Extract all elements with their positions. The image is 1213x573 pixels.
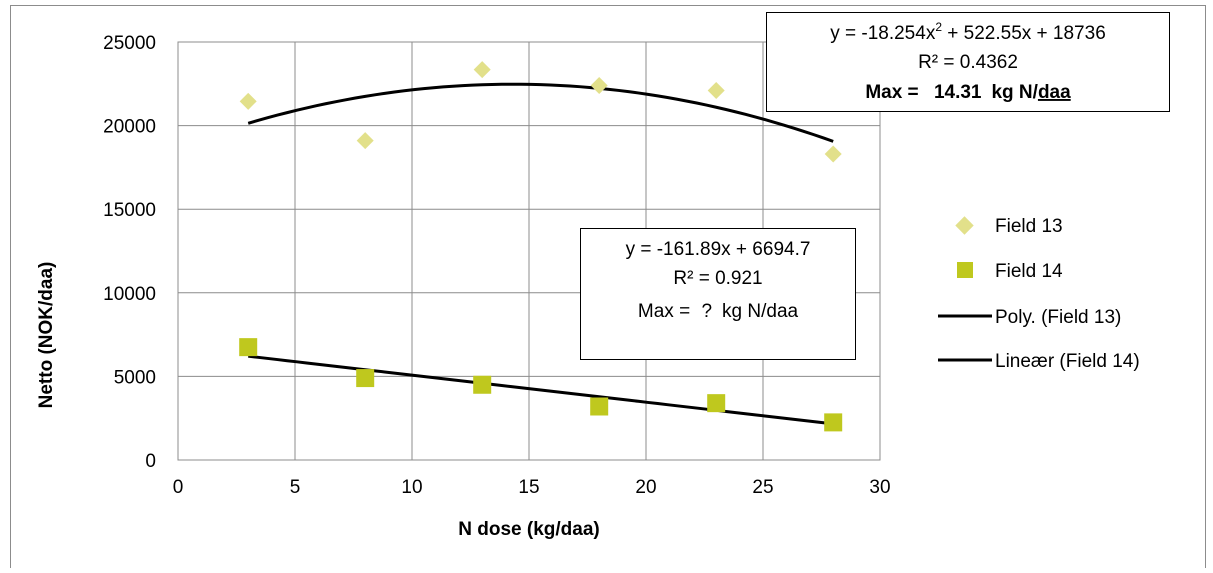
y-tick-label: 20000 — [103, 117, 156, 138]
y-tick-label: 10000 — [103, 284, 156, 305]
legend-label-poly-field13: Poly. (Field 13) — [995, 307, 1121, 328]
field13-equation-prefix: y = -18.254x — [830, 23, 936, 44]
field13-equation-sup: 2 — [935, 20, 942, 34]
field14-max-unit-tail: daa — [766, 301, 798, 322]
field14-max-unit: kg N/ — [722, 301, 767, 322]
point-field14 — [824, 413, 843, 432]
legend-label-field14: Field 14 — [995, 261, 1063, 282]
point-field13 — [473, 61, 491, 79]
legend: Field 13 Field 14 Poly. (Field 13) Lineæ… — [938, 216, 1140, 372]
y-tick-label: 5000 — [114, 367, 156, 388]
point-field14 — [473, 375, 492, 394]
y-tick-label: 15000 — [103, 200, 156, 221]
point-field13 — [590, 76, 608, 94]
x-axis-ticks: 0 5 10 15 20 25 30 — [173, 477, 891, 498]
data-markers — [239, 61, 843, 432]
field14-r2: R² = 0.921 — [673, 268, 762, 289]
legend-item-poly-field13: Poly. (Field 13) — [938, 307, 1121, 328]
field13-r2: R² = 0.4362 — [918, 52, 1018, 73]
legend-label-linear-field14: Lineær (Field 14) — [995, 351, 1140, 372]
field13-max-label: Max = — [865, 82, 924, 103]
legend-item-linear-field14: Lineær (Field 14) — [938, 351, 1140, 372]
y-axis-label: Netto (NOK/daa) — [36, 262, 57, 409]
trendlines — [247, 82, 834, 426]
x-tick-label: 10 — [401, 477, 422, 498]
field13-max-unit-tail: daa — [1038, 82, 1071, 103]
x-tick-label: 20 — [635, 477, 656, 498]
legend-marker-field13 — [955, 216, 974, 235]
field13-equation: y = -18.254x2 + 522.55x + 18736 — [830, 20, 1106, 44]
plot-area-border — [177, 41, 881, 461]
x-tick-label: 25 — [752, 477, 773, 498]
y-tick-label: 0 — [145, 451, 156, 472]
field13-max-unit: kg N/ — [991, 82, 1038, 103]
legend-label-field13: Field 13 — [995, 216, 1063, 237]
y-tick-label: 25000 — [103, 33, 156, 54]
point-field14 — [590, 397, 609, 416]
x-axis-label: N dose (kg/daa) — [458, 519, 599, 540]
field14-equation-box-frame — [580, 228, 856, 360]
field13-equation-box: y = -18.254x2 + 522.55x + 18736 R² = 0.4… — [766, 12, 1170, 112]
field14-equation: y = -161.89x + 6694.7 — [626, 239, 811, 260]
y-axis-ticks: 0 5000 10000 15000 20000 25000 — [103, 33, 156, 472]
field14-equation-box: y = -161.89x + 6694.7 R² = 0.921 Max = ?… — [580, 228, 856, 360]
x-tick-label: 5 — [290, 477, 301, 498]
point-field14 — [707, 394, 726, 413]
point-field14 — [356, 369, 375, 388]
field13-equation-suffix: + 522.55x + 18736 — [942, 23, 1106, 44]
trendline-linear-field14 — [248, 354, 834, 426]
legend-marker-field14 — [957, 262, 973, 278]
point-field13 — [707, 81, 725, 99]
trendline-poly-field13 — [247, 82, 834, 143]
point-field13 — [356, 132, 374, 150]
field13-max: Max = 14.31 kg N/daa — [865, 82, 1071, 103]
point-field13 — [239, 92, 257, 110]
x-tick-label: 30 — [869, 477, 890, 498]
x-tick-label: 0 — [173, 477, 184, 498]
x-tick-label: 15 — [518, 477, 539, 498]
field14-max-label: Max = — [638, 301, 696, 322]
legend-item-field14: Field 14 — [957, 261, 1063, 282]
legend-item-field13: Field 13 — [955, 216, 1063, 237]
point-field13 — [824, 145, 842, 163]
field14-max-value: ? — [701, 301, 712, 322]
field14-max: Max = ? kg N/daa — [638, 301, 799, 322]
field13-equation-box-frame — [766, 12, 1170, 112]
field13-max-value: 14.31 — [934, 82, 982, 103]
point-field14 — [239, 338, 258, 357]
